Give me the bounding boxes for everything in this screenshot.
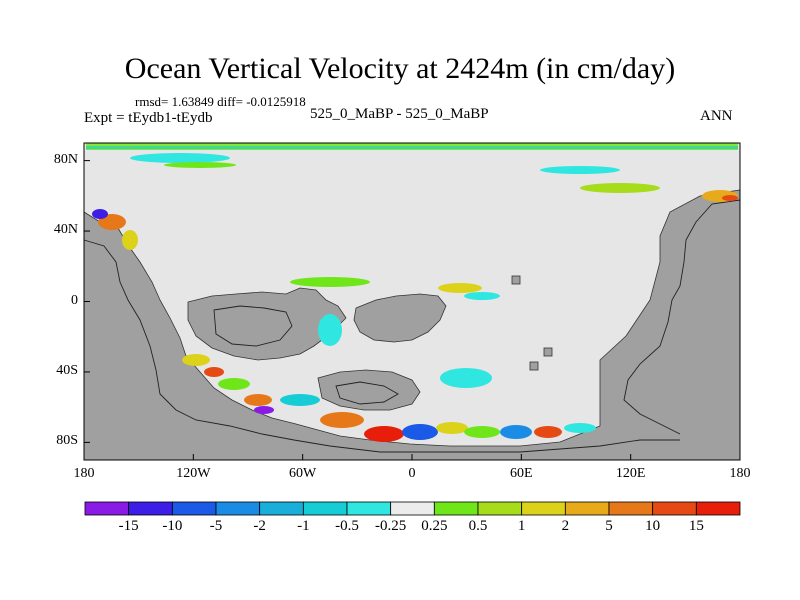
land-small-island-2: [529, 361, 539, 371]
colorbar-label: 0.25: [421, 518, 448, 534]
colorbar-label: 5: [605, 518, 613, 534]
colorbar-label: -2: [253, 518, 266, 534]
north-patch-cyan: [540, 166, 620, 174]
colorbar-swatch: [521, 501, 566, 516]
northwest-yellow: [122, 230, 138, 250]
colorbar-label: -0.25: [375, 518, 407, 534]
colorbar-label: 0.5: [468, 518, 488, 534]
colorbar-label: 1: [517, 518, 526, 534]
colorbar-swatch: [171, 501, 217, 516]
experiment-label: Expt = tEydb1-tEydb: [84, 110, 213, 126]
northeast-red: [722, 195, 738, 201]
y-tick-label: 40N: [53, 222, 78, 238]
colorbar-swatch: [215, 501, 261, 516]
south-orange-band: [320, 412, 364, 428]
land-small-island: [511, 275, 521, 285]
central-cyan: [318, 314, 342, 346]
y-tick-label: 80N: [53, 151, 78, 167]
coastline-south-inner: [335, 381, 399, 405]
y-tick-label: 0: [71, 292, 78, 308]
land-small-island-3: [543, 347, 553, 357]
land-southern-block: [317, 369, 421, 411]
colorbar-swatch: [477, 501, 523, 516]
arctic-band-cyan: [86, 146, 738, 149]
colorbar-swatch: [346, 501, 392, 516]
x-tick-label: 180: [73, 466, 95, 481]
x-tick-label: 120E: [615, 466, 646, 481]
southwest-yellow: [182, 354, 210, 366]
southwest-purple: [254, 406, 274, 414]
colorbar: [84, 501, 741, 516]
colorbar-label: 10: [645, 518, 661, 534]
axis-ticks: [83, 160, 741, 460]
coastline-central-inner: [213, 305, 293, 347]
colorbar-label: 2: [561, 518, 570, 534]
case-comparison-label: 525_0_MaBP - 525_0_MaBP: [310, 106, 489, 122]
velocity-contours: [86, 143, 738, 442]
colorbar-label: 15: [688, 518, 704, 534]
south-cyan-patch: [564, 423, 596, 433]
colorbar-swatch: [128, 501, 173, 516]
colorbar-swatch: [259, 501, 304, 516]
plot-title: Ocean Vertical Velocity at 2424m (in cm/…: [124, 52, 676, 85]
colorbar-label: -5: [209, 518, 223, 534]
colorbar-label: -15: [118, 518, 139, 534]
south-cyan-band: [280, 394, 320, 406]
y-tick-label: 80S: [56, 433, 78, 449]
colorbar-swatch: [608, 501, 654, 516]
equatorial-cyan: [464, 292, 500, 300]
coastline-west: [83, 239, 680, 453]
colorbar-swatch: [390, 501, 435, 516]
land-west-coast: [83, 189, 741, 461]
east-pacific-cyan: [440, 368, 492, 388]
northwest-blue: [92, 209, 108, 219]
south-green-patch: [464, 426, 500, 438]
colorbar-label: -0.5: [335, 518, 359, 534]
rmsd-diff-stats: rmsd= 1.63849 diff= -0.0125918: [135, 94, 306, 109]
south-red-patch-2: [534, 426, 562, 438]
x-tick-label: 60W: [289, 466, 317, 481]
colorbar-label: -1: [297, 518, 310, 534]
coastline-east: [623, 199, 741, 435]
southwest-red: [204, 367, 224, 377]
x-tick-label: 180: [729, 466, 751, 481]
equatorial-green: [290, 277, 370, 287]
land-east-island: [353, 293, 447, 343]
south-red-patch: [364, 426, 404, 442]
south-yellow-patch: [436, 422, 468, 434]
y-tick-label: 40S: [56, 362, 78, 378]
land-masses: [83, 189, 741, 461]
north-pacific-green: [164, 162, 236, 168]
south-blue-patch: [402, 424, 438, 440]
south-blue-patch-2: [500, 425, 532, 439]
coastlines: [83, 199, 741, 453]
x-tick-label: 0: [408, 466, 416, 481]
north-patch-green: [580, 183, 660, 193]
colorbar-swatch: [302, 501, 348, 516]
colorbar-swatch: [652, 501, 697, 516]
northwest-orange: [98, 214, 126, 230]
x-tick-label: 120W: [176, 466, 211, 481]
north-pacific-cyan: [130, 153, 230, 163]
southwest-green: [218, 378, 250, 390]
southwest-orange: [244, 394, 272, 406]
colorbar-swatch: [433, 501, 479, 516]
colorbar-swatch: [84, 501, 130, 516]
colorbar-swatch: [695, 501, 741, 516]
colorbar-label: -10: [162, 518, 183, 534]
season-label: ANN: [700, 108, 733, 124]
colorbar-swatch: [564, 501, 610, 516]
x-tick-label: 60E: [510, 466, 533, 481]
equatorial-yellow: [438, 283, 482, 293]
